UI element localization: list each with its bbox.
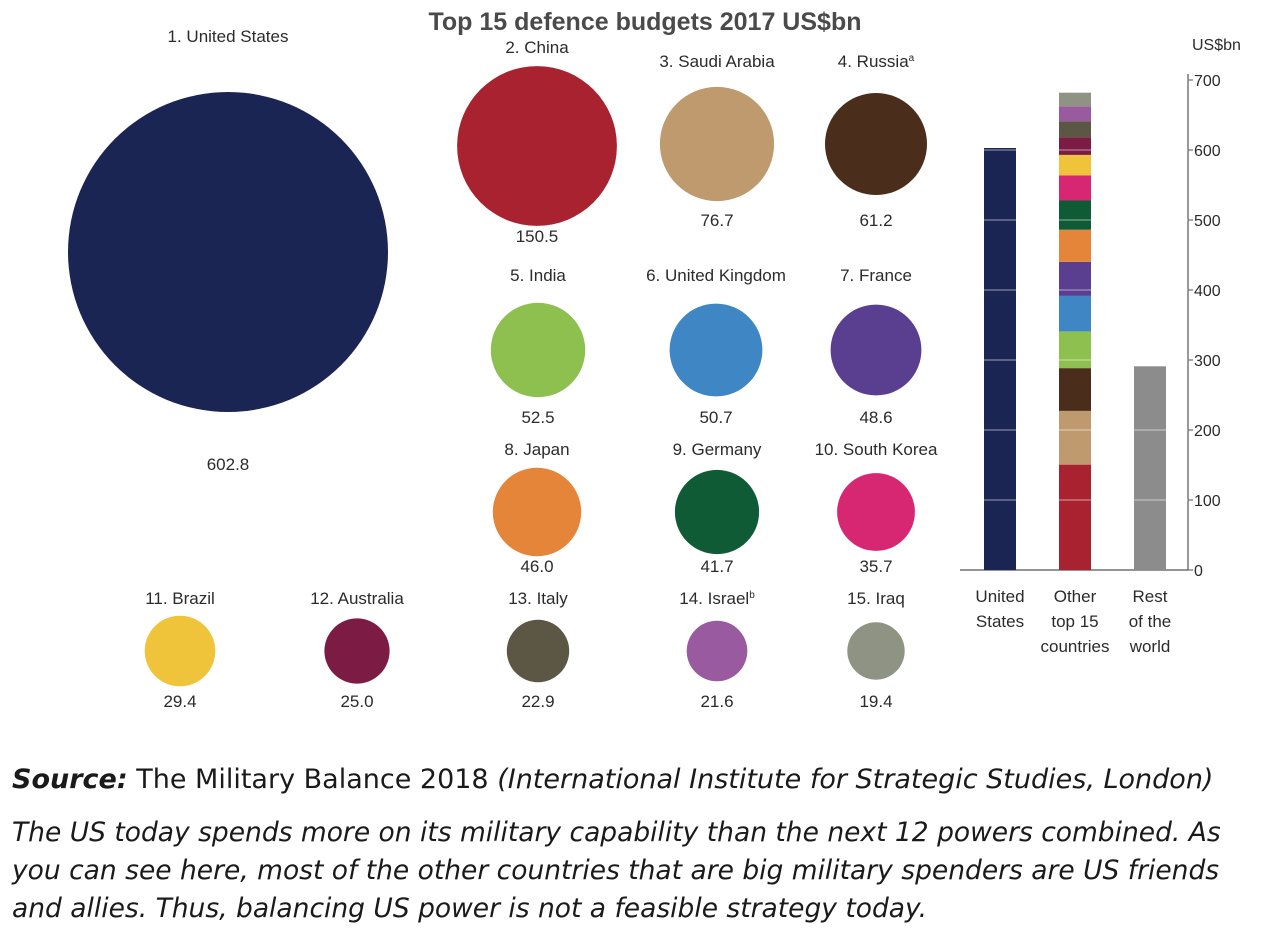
bar-segment: [1059, 154, 1091, 176]
bar-segment: [984, 148, 1016, 570]
y-tick-label: 0: [1194, 563, 1203, 580]
category-label-united-states: United: [975, 587, 1024, 606]
category-label-united-states: States: [976, 612, 1024, 631]
bubble-label-israel: 14. Israelb: [679, 589, 755, 608]
caption-note: The US today spends more on its military…: [12, 817, 1221, 924]
bar-segment: [1059, 368, 1091, 411]
bubble-label-india: 5. India: [510, 266, 566, 285]
bar-segment: [1059, 229, 1091, 262]
bar-segment: [1059, 121, 1091, 138]
bubble-japan: [492, 467, 582, 557]
footnote-mark: a: [909, 53, 915, 64]
category-label-rest-of-the-world: world: [1129, 637, 1171, 656]
bubble-value-india: 52.5: [521, 408, 554, 427]
bubble-italy: [506, 619, 570, 683]
source-line: Source: The Military Balance 2018 (Inter…: [12, 750, 1272, 810]
category-label-rest-of-the-world: of the: [1129, 612, 1172, 631]
category-label-other-top-15-countries: Other: [1054, 587, 1097, 606]
bubble-value-australia: 25.0: [340, 692, 373, 711]
bar-segment: [1059, 464, 1091, 570]
bubble-value-russia: 61.2: [859, 211, 892, 230]
bubble-label-iraq: 15. Iraq: [847, 589, 905, 608]
footnote-mark: b: [749, 590, 755, 601]
bar-segment: [1059, 106, 1091, 122]
bubble-value-japan: 46.0: [520, 557, 553, 576]
category-label-other-top-15-countries: countries: [1041, 637, 1110, 656]
bubble-iraq: [847, 622, 905, 680]
bar-segment: [1134, 366, 1166, 570]
bubble-value-south-korea: 35.7: [859, 557, 892, 576]
bubble-value-united-states: 602.8: [207, 455, 250, 474]
bubble-label-south-korea: 10. South Korea: [815, 440, 938, 459]
bubble-value-italy: 22.9: [521, 692, 554, 711]
bubble-label-united-kingdom: 6. United Kingdom: [646, 266, 786, 285]
bar-segment: [1059, 200, 1091, 230]
bubble-israel: [686, 620, 748, 682]
category-label-other-top-15-countries: top 15: [1051, 612, 1098, 631]
bubble-brazil: [144, 615, 216, 687]
chart-title: Top 15 defence budgets 2017 US$bn: [429, 8, 862, 36]
bubble-label-germany: 9. Germany: [673, 440, 762, 459]
bubble-united-states: [68, 92, 388, 412]
bubble-label-russia: 4. Russiaa: [838, 52, 915, 71]
bar-segment: [1059, 331, 1091, 369]
bubble-india: [490, 302, 586, 398]
y-tick-label: 300: [1194, 353, 1221, 370]
bubble-value-iraq: 19.4: [859, 692, 892, 711]
bubble-label-brazil: 11. Brazil: [145, 589, 215, 608]
bubble-label-italy: 13. Italy: [508, 589, 568, 608]
bar-segment: [1059, 137, 1091, 155]
bubble-value-saudi-arabia: 76.7: [700, 211, 733, 230]
bubble-south-korea: [837, 473, 915, 551]
bubble-russia: [825, 93, 927, 195]
bubble-value-brazil: 29.4: [163, 692, 196, 711]
source-text: The Military Balance 2018: [127, 764, 498, 795]
bubble-label-france: 7. France: [840, 266, 912, 285]
stack-united-states: [984, 148, 1016, 570]
stacked-bar-chart: US$bn United States Other top 15 countries Re…: [960, 37, 1241, 656]
bubble-label-japan: 8. Japan: [504, 440, 569, 459]
stack-other-top-15-countries: [1059, 92, 1091, 570]
bubble-value-germany: 41.7: [700, 557, 733, 576]
bar-segment: [1059, 261, 1091, 296]
bubble-label-united-states: 1. United States: [168, 27, 289, 46]
y-tick-label: 200: [1194, 423, 1221, 440]
bar-segment: [1059, 295, 1091, 332]
bubble-chart: 1. United States 602.8 2. China 150.5 3. Sau…: [68, 27, 938, 711]
bubble-value-israel: 21.6: [700, 692, 733, 711]
bubble-france: [830, 304, 922, 396]
bubble-value-france: 48.6: [859, 408, 892, 427]
bubble-germany: [674, 469, 760, 555]
bar-segment: [1059, 92, 1091, 107]
y-tick-label: 600: [1194, 143, 1221, 160]
y-tick-label: 500: [1194, 213, 1221, 230]
bubble-label-china: 2. China: [505, 38, 569, 57]
bubble-saudi-arabia: [659, 86, 775, 202]
defence-budget-figure: Top 15 defence budgets 2017 US$bn 1. Uni…: [68, 8, 1241, 711]
bar-segment: [1059, 411, 1091, 465]
bubble-label-australia: 12. Australia: [310, 589, 404, 608]
category-label-rest-of-the-world: Rest: [1133, 587, 1168, 606]
y-axis-unit-label: US$bn: [1192, 37, 1241, 54]
bubble-value-united-kingdom: 50.7: [699, 408, 732, 427]
bubble-australia: [324, 618, 390, 684]
stack-rest-of-the-world: [1134, 366, 1166, 570]
figure-caption: Source: The Military Balance 2018 (Inter…: [12, 750, 1272, 928]
bubble-china: [457, 66, 617, 226]
bubble-united-kingdom: [669, 303, 763, 397]
bubble-value-china: 150.5: [516, 227, 559, 246]
y-tick-label: 700: [1194, 73, 1221, 90]
y-tick-label: 400: [1194, 283, 1221, 300]
source-publisher: (International Institute for Strategic S…: [497, 764, 1214, 795]
y-tick-label: 100: [1194, 493, 1221, 510]
bar-segment: [1059, 175, 1091, 201]
gridlines: [982, 79, 1188, 501]
source-label: Source:: [12, 764, 128, 795]
bubble-label-saudi-arabia: 3. Saudi Arabia: [659, 52, 775, 71]
